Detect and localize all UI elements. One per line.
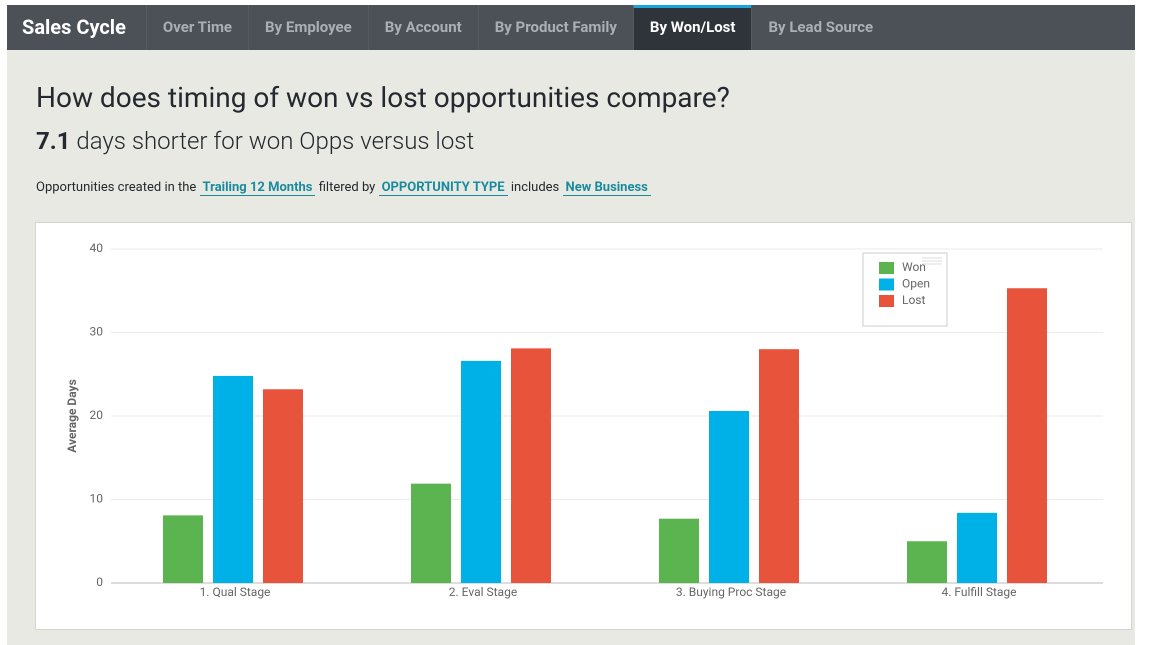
legend-label: Open [902, 277, 930, 291]
nav-tab[interactable]: By Product Family [477, 5, 633, 50]
bar [411, 483, 451, 583]
nav-tab[interactable]: Over Time [145, 5, 248, 50]
bar [957, 512, 997, 583]
x-tick-label: 3. Buying Proc Stage [676, 585, 786, 599]
y-tick-label: 0 [96, 575, 103, 589]
legend-menu-icon [922, 257, 942, 265]
x-tick-label: 4. Fulfill Stage [941, 585, 1016, 599]
filter-link[interactable]: OPPORTUNITY TYPE [378, 180, 508, 196]
bar [1007, 288, 1047, 583]
nav-tab[interactable]: By Account [367, 5, 478, 50]
filter-link[interactable]: New Business [562, 180, 651, 196]
legend-swatch [879, 295, 894, 307]
filter-text: Opportunities created in the [36, 180, 197, 195]
heading: How does timing of won vs lost opportuni… [36, 81, 730, 114]
filter: Opportunities created in the Trailing 12… [36, 180, 651, 196]
bar [709, 410, 749, 583]
legend-label: Lost [902, 293, 926, 307]
bar [759, 349, 799, 583]
bar [659, 518, 699, 583]
summary: 7.1 days shorter for won Opps versus los… [36, 127, 474, 155]
legend-box [862, 252, 948, 327]
x-tick-label: 2. Eval Stage [449, 585, 517, 599]
app-title: Sales Cycle [22, 15, 126, 39]
x-tick-label: 1. Qual Stage [200, 585, 271, 599]
summary-text: days shorter for won Opps versus lost [76, 127, 475, 155]
bar [263, 389, 303, 583]
filter-text: filtered by [318, 180, 376, 195]
legend-swatch [879, 278, 894, 291]
nav-tab[interactable]: By Lead Source [751, 5, 889, 50]
page: Sales Cycle Over Time By Employee By Accou… [7, 5, 1135, 645]
nav-tab[interactable]: By Won/Lost [632, 5, 752, 50]
chart: 0 10 20 30 40 Average Days 1. Qual Stage 2. Eva… [65, 241, 1103, 599]
nav-tab[interactable]: By Employee [248, 5, 368, 50]
nav-bar: Sales Cycle Over Time By Employee By Accou… [7, 5, 1135, 50]
bar [461, 360, 501, 583]
y-tick-label: 20 [90, 408, 104, 422]
y-tick-label: 30 [90, 325, 104, 339]
bar [511, 348, 551, 583]
y-axis-label: Average Days [65, 379, 79, 453]
bar [213, 375, 253, 583]
y-tick-label: 40 [90, 241, 104, 255]
chart-panel: 0 10 20 30 40 Average Days 1. Qual Stage 2. Eva… [35, 222, 1132, 630]
filter-link[interactable]: Trailing 12 Months [199, 180, 316, 196]
summary-value: 7.1 [36, 127, 71, 155]
y-tick-label: 10 [90, 492, 104, 506]
filter-text: includes [510, 180, 560, 195]
legend-swatch [879, 262, 894, 274]
legend-label: Won [902, 260, 926, 274]
bar [163, 515, 203, 583]
bar [907, 541, 947, 583]
